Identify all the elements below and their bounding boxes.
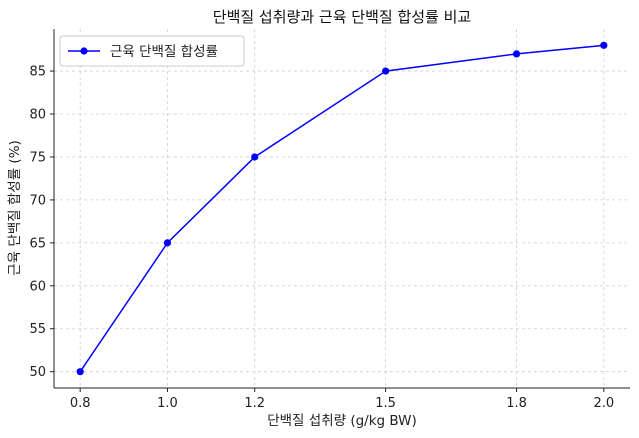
y-tick-label: 50 bbox=[29, 365, 46, 380]
y-ticks: 50 55 60 65 70 75 80 85 bbox=[29, 65, 54, 380]
legend: 근육 단백질 합성률 bbox=[59, 35, 245, 67]
y-tick-label: 75 bbox=[29, 150, 46, 165]
data-point bbox=[251, 153, 259, 161]
data-point bbox=[76, 368, 84, 376]
y-axis-title: 근육 단백질 합성률 (%) bbox=[7, 140, 23, 276]
y-tick-label: 85 bbox=[29, 65, 46, 80]
legend-marker-swatch bbox=[80, 47, 88, 55]
y-tick-label: 80 bbox=[29, 108, 46, 123]
x-tick-label: 0.8 bbox=[70, 396, 91, 411]
x-axis-title: 단백질 섭취량 (g/kg BW) bbox=[267, 413, 417, 429]
legend-box bbox=[59, 35, 245, 67]
axes bbox=[53, 29, 630, 389]
y-tick-label: 55 bbox=[29, 322, 46, 337]
x-tick-label: 1.5 bbox=[375, 396, 396, 411]
data-point bbox=[600, 41, 608, 49]
data-point bbox=[382, 67, 390, 75]
grid-lines bbox=[54, 29, 630, 388]
x-tick-label: 2.0 bbox=[593, 396, 614, 411]
x-ticks: 0.8 1.0 1.2 1.5 1.8 2.0 bbox=[70, 388, 614, 411]
x-tick-label: 1.0 bbox=[157, 396, 178, 411]
x-tick-label: 1.8 bbox=[506, 396, 527, 411]
y-tick-label: 70 bbox=[29, 193, 46, 208]
data-point bbox=[512, 50, 521, 58]
series-layer bbox=[76, 41, 608, 376]
y-tick-label: 65 bbox=[29, 236, 46, 251]
data-point bbox=[163, 239, 172, 247]
chart-title: 단백질 섭취량과 근육 단백질 합성률 비교 bbox=[213, 8, 471, 26]
legend-label: 근육 단백질 합성률 bbox=[110, 44, 218, 60]
y-tick-label: 60 bbox=[29, 279, 46, 294]
x-tick-label: 1.2 bbox=[244, 396, 265, 411]
series-line bbox=[79, 44, 604, 373]
